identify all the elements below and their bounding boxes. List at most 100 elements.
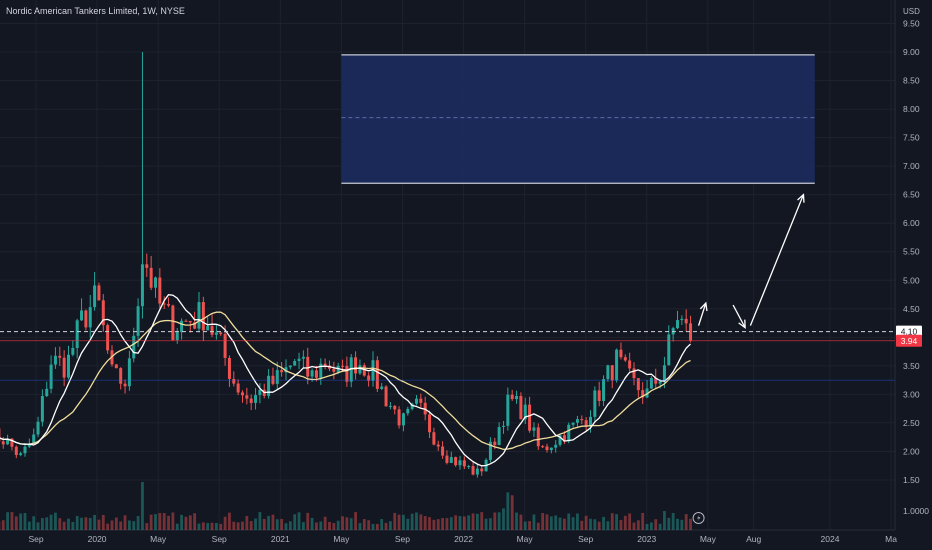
moving-average-slow: [0, 311, 691, 451]
volume-bar: [241, 521, 244, 530]
candle-body: [632, 368, 636, 379]
volume-bar: [375, 523, 379, 530]
volume-bar: [597, 521, 601, 530]
candle-body: [219, 332, 223, 335]
volume-bar: [510, 495, 514, 530]
candle-body: [445, 455, 449, 463]
volume-bar: [219, 523, 223, 530]
volume-bar: [288, 521, 292, 530]
candle-body: [623, 357, 627, 361]
candle-body: [19, 453, 23, 455]
candle-body: [136, 306, 140, 336]
x-tick-label: Sep: [395, 534, 410, 544]
volume-bar: [184, 516, 188, 530]
candle-body: [101, 300, 105, 326]
symbol-title: Nordic American Tankers Limited, 1W, NYS…: [6, 6, 185, 16]
last-price-badge-bg: [896, 334, 922, 347]
volume-bar: [449, 517, 453, 530]
volume-bar: [532, 514, 536, 530]
volume-bar: [127, 520, 131, 530]
candle-body: [554, 444, 558, 448]
candle-body: [171, 305, 175, 340]
ref-price-badge: 4.10: [901, 327, 918, 337]
volume-bar: [436, 519, 440, 530]
candle-body: [689, 323, 693, 341]
volume-bar: [380, 519, 384, 530]
volume-bar: [319, 521, 323, 530]
candle-body: [619, 349, 623, 358]
volume-bar: [301, 522, 305, 530]
candle-body: [88, 307, 92, 328]
candle-body: [362, 365, 366, 376]
volume-bar: [475, 513, 479, 530]
volume-bar: [36, 522, 40, 530]
volume-bar: [193, 513, 197, 530]
volume-bar: [136, 516, 140, 530]
candle-body: [558, 435, 562, 445]
candle-body: [1, 441, 5, 445]
candle-body: [10, 438, 14, 447]
candle-body: [367, 375, 371, 381]
x-tick-label: Sep: [28, 534, 43, 544]
volume-bar: [388, 521, 392, 530]
volume-bar: [101, 514, 105, 530]
volume-bar: [554, 515, 558, 530]
lightning-icon[interactable]: [692, 512, 705, 524]
candle-body: [432, 432, 436, 445]
volume-bar: [684, 514, 688, 530]
candle-body: [36, 421, 40, 435]
candle-body: [606, 365, 610, 380]
candle-body: [388, 405, 392, 407]
volume-bar: [197, 523, 201, 530]
volume-bar: [562, 518, 566, 530]
candle-body: [510, 394, 514, 400]
candle-body: [471, 466, 475, 475]
candle-body: [441, 446, 445, 456]
volume-bar: [228, 512, 231, 530]
volume-bar: [232, 521, 236, 530]
candle-body: [167, 303, 171, 306]
volume-bar: [223, 516, 227, 530]
x-tick-label: 2020: [88, 534, 107, 544]
candle-body: [571, 422, 575, 425]
candle-body: [462, 460, 466, 467]
candle-body: [188, 320, 192, 323]
candle-body: [114, 364, 118, 369]
candle-body: [615, 349, 619, 381]
volume-bar: [40, 518, 44, 530]
candle-body: [380, 386, 384, 389]
volume-bar: [210, 522, 214, 530]
volume-bar: [254, 518, 257, 530]
volume-bar: [467, 515, 471, 530]
candle-body: [358, 365, 362, 374]
volume-bar: [188, 515, 192, 530]
candle-body: [667, 334, 671, 366]
volume-bar: [441, 518, 444, 530]
candle-body: [436, 444, 440, 447]
volume-bar: [6, 512, 9, 530]
last-price-badge: 3.94: [901, 336, 918, 346]
volume-bar: [628, 513, 632, 530]
candle-body: [49, 364, 53, 389]
volume-bar: [576, 513, 579, 530]
volume-bar: [262, 518, 266, 530]
volume-bar: [676, 518, 679, 530]
volume-bar: [293, 514, 297, 530]
candle-body: [680, 318, 684, 321]
volume-bar: [523, 521, 527, 530]
volume-bar: [636, 520, 640, 530]
volume-bar: [141, 482, 144, 530]
candle-body: [649, 377, 653, 389]
candle-body: [14, 446, 18, 455]
candle-body: [310, 370, 314, 377]
volume-bar: [75, 516, 79, 530]
candle-body: [245, 395, 249, 399]
projection-arrow-up: [699, 301, 708, 312]
candle-body: [675, 320, 679, 329]
candle-body: [280, 370, 284, 373]
volume-bar: [406, 518, 410, 530]
candle-body: [341, 365, 345, 367]
candle-body: [519, 396, 523, 420]
